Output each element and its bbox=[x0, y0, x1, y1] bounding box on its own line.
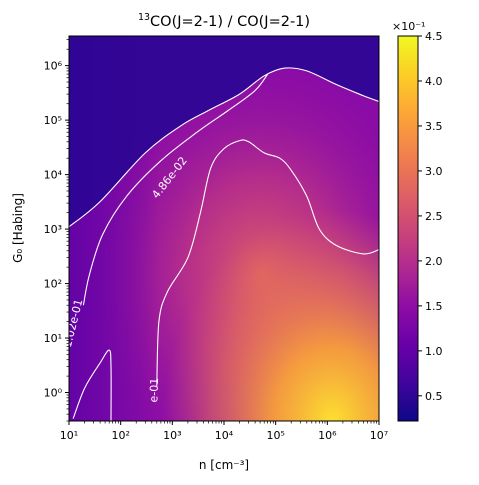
contour-line-4 bbox=[156, 139, 379, 387]
contour-line-3 bbox=[72, 349, 112, 421]
y-tick-label: 10⁵ bbox=[44, 114, 62, 127]
title-superscript: 13 bbox=[138, 12, 150, 23]
y-tick-label: 10¹ bbox=[44, 332, 62, 345]
x-tick-label: 10⁴ bbox=[215, 429, 234, 442]
y-tick-label: 10⁰ bbox=[44, 387, 63, 400]
colorbar-tick-label: 1.0 bbox=[425, 345, 443, 358]
x-tick-label: 10¹ bbox=[60, 429, 78, 442]
colorbar-tick-label: 4.0 bbox=[425, 75, 443, 88]
x-axis-ticks: 10¹ 10² 10³ 10⁴ 10⁵ 10⁶ 10⁷ bbox=[60, 421, 388, 442]
title-text: CO(J=2-1) / CO(J=2-1) bbox=[150, 14, 310, 30]
colorbar-tick-label: 2.0 bbox=[425, 255, 443, 268]
y-tick-label: 10² bbox=[44, 278, 62, 291]
plot-area: 4.86e-021.02e-01e-01 bbox=[69, 36, 379, 421]
contour-label-4: e-01 bbox=[147, 378, 161, 403]
colorbar-tick-label: 1.5 bbox=[425, 300, 443, 313]
colorbar: 0.5 1.0 1.5 2.0 2.5 3.0 3.5 4.0 4.5 ×10⁻¹ bbox=[392, 20, 443, 422]
y-tick-label: 10⁶ bbox=[44, 60, 63, 73]
x-tick-label: 10⁵ bbox=[266, 429, 284, 442]
colorbar-tick-label: 3.0 bbox=[425, 165, 443, 178]
x-tick-label: 10⁶ bbox=[318, 429, 337, 442]
colorbar-tick-label: 0.5 bbox=[425, 390, 443, 403]
colorbar-tick-label: 3.5 bbox=[425, 120, 443, 133]
x-tick-label: 10³ bbox=[163, 429, 181, 442]
y-axis-ticks: 10⁰ 10¹ 10² 10³ 10⁴ 10⁵ 10⁶ bbox=[44, 39, 69, 422]
colorbar-tick-label: 4.5 bbox=[425, 30, 443, 43]
colorbar-fill bbox=[397, 35, 419, 422]
y-tick-label: 10⁴ bbox=[44, 169, 63, 182]
x-axis-label: n [cm⁻³] bbox=[199, 458, 249, 472]
colorbar-tick-label: 2.5 bbox=[425, 210, 443, 223]
y-tick-label: 10³ bbox=[44, 223, 62, 236]
contour-line-2 bbox=[82, 73, 269, 306]
y-axis-label: G₀ [Habing] bbox=[11, 193, 25, 263]
colorbar-ticks: 0.5 1.0 1.5 2.0 2.5 3.0 3.5 4.0 4.5 bbox=[418, 30, 443, 403]
colorbar-multiplier: ×10⁻¹ bbox=[392, 20, 425, 33]
contour-line-1 bbox=[69, 67, 379, 228]
low-ratio-region bbox=[69, 36, 379, 227]
x-tick-label: 10⁷ bbox=[370, 429, 388, 442]
x-tick-label: 10² bbox=[111, 429, 129, 442]
chart-title: 13CO(J=2-1) / CO(J=2-1) bbox=[138, 12, 310, 30]
